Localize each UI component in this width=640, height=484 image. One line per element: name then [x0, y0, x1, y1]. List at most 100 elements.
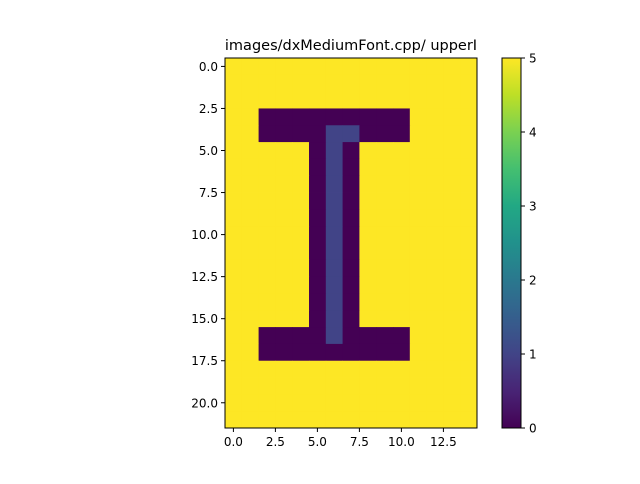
heatmap-cell	[443, 226, 461, 244]
heatmap-cell	[342, 411, 360, 429]
heatmap-cell	[359, 327, 377, 345]
heatmap-cell	[443, 58, 461, 76]
heatmap-cell	[426, 91, 444, 109]
heatmap-cell	[275, 108, 293, 126]
heatmap-cell	[325, 91, 343, 109]
heatmap-cell	[393, 293, 411, 311]
heatmap-cell	[258, 394, 276, 412]
heatmap-cell	[409, 343, 427, 362]
heatmap-cell	[275, 142, 293, 160]
heatmap-cell	[342, 91, 360, 109]
colorbar-tick-label: 4	[529, 126, 537, 140]
heatmap-cell	[292, 91, 310, 109]
heatmap-cell	[409, 411, 427, 429]
heatmap-cell	[443, 343, 461, 362]
heatmap-cell	[460, 259, 478, 278]
heatmap-cell	[275, 411, 293, 429]
heatmap-cell	[225, 259, 243, 278]
heatmap-cell	[258, 377, 276, 395]
heatmap-cell	[393, 125, 411, 143]
heatmap-cell	[325, 74, 343, 93]
heatmap-cell	[426, 226, 444, 244]
heatmap-cell	[258, 175, 276, 193]
heatmap-cell	[393, 360, 411, 378]
colorbar-tick-label: 1	[529, 348, 537, 362]
heatmap-cell	[460, 175, 478, 193]
heatmap-cell	[258, 411, 276, 429]
heatmap-cell	[258, 108, 276, 126]
colorbar-tick-label: 2	[529, 274, 537, 288]
heatmap-cell	[225, 293, 243, 311]
plot-frame	[224, 57, 478, 429]
heatmap-cell	[325, 293, 343, 311]
heatmap-cell	[460, 293, 478, 311]
heatmap-cell	[409, 74, 427, 93]
heatmap-cell	[460, 74, 478, 93]
heatmap-cell	[342, 243, 360, 261]
heatmap-cell	[393, 209, 411, 227]
heatmap-cell	[342, 142, 360, 160]
heatmap-cell	[409, 243, 427, 261]
heatmap-cell	[241, 108, 259, 126]
heatmap-cell	[258, 58, 276, 76]
heatmap-cell	[376, 226, 394, 244]
heatmap-cell	[426, 175, 444, 193]
heatmap-cell	[275, 276, 293, 294]
heatmap-cell	[443, 192, 461, 210]
heatmap-cell	[393, 243, 411, 261]
heatmap-cell	[258, 360, 276, 378]
heatmap-cell	[409, 276, 427, 294]
heatmap-cell	[342, 343, 360, 362]
heatmap-cell	[241, 192, 259, 210]
heatmap-cell	[258, 125, 276, 143]
heatmap-cell	[309, 276, 327, 294]
heatmap-cell	[258, 158, 276, 177]
heatmap-cell	[275, 209, 293, 227]
heatmap-cell	[225, 74, 243, 93]
heatmap-cell	[460, 142, 478, 160]
heatmap-cell	[325, 209, 343, 227]
heatmap-cell	[443, 74, 461, 93]
heatmap-cell	[460, 125, 478, 143]
heatmap-cell	[460, 209, 478, 227]
heatmap-cell	[426, 243, 444, 261]
heatmap-cell	[258, 192, 276, 210]
heatmap-cell	[225, 158, 243, 177]
heatmap-cell	[409, 58, 427, 76]
heatmap-cell	[292, 343, 310, 362]
heatmap-cell	[359, 125, 377, 143]
heatmap-cell	[292, 175, 310, 193]
heatmap-cell	[443, 377, 461, 395]
heatmap-cell	[359, 158, 377, 177]
heatmap-cell	[376, 209, 394, 227]
heatmap-cell	[258, 259, 276, 278]
heatmap-cell	[342, 175, 360, 193]
heatmap-cell	[225, 209, 243, 227]
heatmap-cell	[342, 158, 360, 177]
colorbar-gradient	[502, 58, 521, 428]
heatmap-cell	[325, 243, 343, 261]
colorbar: 0 1 2 3 4 5	[501, 52, 537, 436]
heatmap-cell	[241, 411, 259, 429]
heatmap-cell	[460, 58, 478, 76]
heatmap-cell	[342, 310, 360, 328]
heatmap-cell	[359, 293, 377, 311]
heatmap-cell	[275, 125, 293, 143]
heatmap-cell	[275, 74, 293, 93]
heatmap-cell	[292, 259, 310, 278]
heatmap-cell	[443, 293, 461, 311]
heatmap-cell	[443, 142, 461, 160]
heatmap-cell	[292, 158, 310, 177]
heatmap-cell	[309, 226, 327, 244]
heatmap-cell	[359, 360, 377, 378]
heatmap-cell	[241, 394, 259, 412]
heatmap-cell	[241, 259, 259, 278]
heatmap-cell	[325, 259, 343, 278]
heatmap-cell	[325, 343, 343, 362]
heatmap-cell	[325, 327, 343, 345]
heatmap-cell	[359, 310, 377, 328]
heatmap-cell	[241, 327, 259, 345]
y-tick-label: 17.5	[191, 354, 218, 368]
x-tick-label: 12.5	[430, 435, 457, 449]
